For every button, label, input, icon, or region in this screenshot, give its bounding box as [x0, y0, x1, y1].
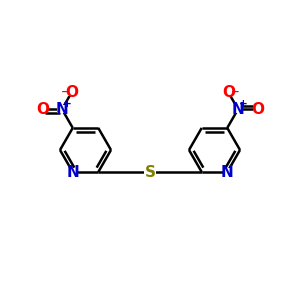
- FancyBboxPatch shape: [233, 105, 242, 113]
- FancyBboxPatch shape: [58, 105, 67, 113]
- Text: N: N: [232, 102, 244, 117]
- Text: N: N: [66, 165, 79, 180]
- Text: O: O: [251, 102, 264, 117]
- Text: N: N: [221, 165, 234, 180]
- Text: −: −: [61, 87, 70, 97]
- FancyBboxPatch shape: [38, 105, 47, 113]
- Text: +: +: [63, 99, 72, 109]
- FancyBboxPatch shape: [68, 168, 77, 176]
- FancyBboxPatch shape: [144, 168, 156, 176]
- Text: +: +: [239, 99, 248, 109]
- Text: O: O: [222, 85, 235, 100]
- Text: S: S: [145, 165, 155, 180]
- FancyBboxPatch shape: [67, 88, 76, 96]
- FancyBboxPatch shape: [223, 168, 232, 176]
- Text: N: N: [56, 102, 68, 117]
- Text: O: O: [65, 85, 78, 100]
- Text: −: −: [230, 87, 239, 97]
- FancyBboxPatch shape: [253, 105, 262, 113]
- Text: O: O: [36, 102, 49, 117]
- FancyBboxPatch shape: [224, 88, 233, 96]
